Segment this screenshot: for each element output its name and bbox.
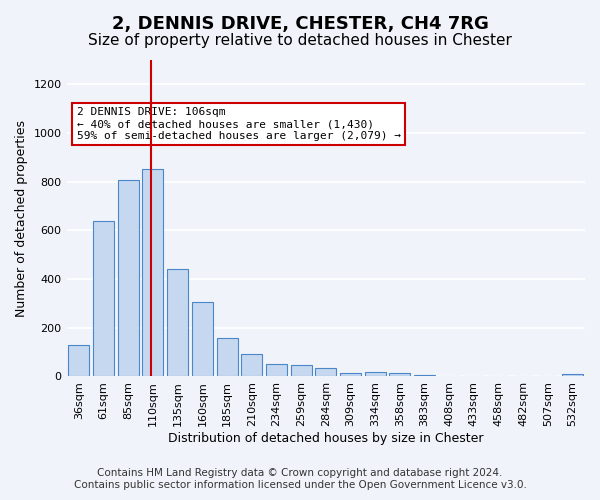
Text: 2 DENNIS DRIVE: 106sqm
← 40% of detached houses are smaller (1,430)
59% of semi-: 2 DENNIS DRIVE: 106sqm ← 40% of detached…: [77, 108, 401, 140]
Bar: [562, 374, 583, 376]
Bar: [315, 368, 336, 376]
Bar: [290, 365, 311, 376]
Text: 2, DENNIS DRIVE, CHESTER, CH4 7RG: 2, DENNIS DRIVE, CHESTER, CH4 7RG: [112, 15, 488, 33]
Text: Size of property relative to detached houses in Chester: Size of property relative to detached ho…: [88, 32, 512, 48]
Bar: [142, 169, 163, 376]
Bar: [389, 373, 410, 376]
Bar: [68, 345, 89, 376]
Bar: [340, 373, 361, 376]
Bar: [118, 180, 139, 376]
Bar: [93, 221, 114, 376]
Bar: [217, 338, 238, 376]
Bar: [365, 372, 386, 376]
Bar: [192, 302, 213, 376]
Bar: [241, 354, 262, 376]
Bar: [266, 364, 287, 376]
Bar: [414, 374, 435, 376]
Y-axis label: Number of detached properties: Number of detached properties: [15, 120, 28, 316]
Bar: [167, 270, 188, 376]
Text: Contains HM Land Registry data © Crown copyright and database right 2024.
Contai: Contains HM Land Registry data © Crown c…: [74, 468, 526, 490]
X-axis label: Distribution of detached houses by size in Chester: Distribution of detached houses by size …: [168, 432, 484, 445]
